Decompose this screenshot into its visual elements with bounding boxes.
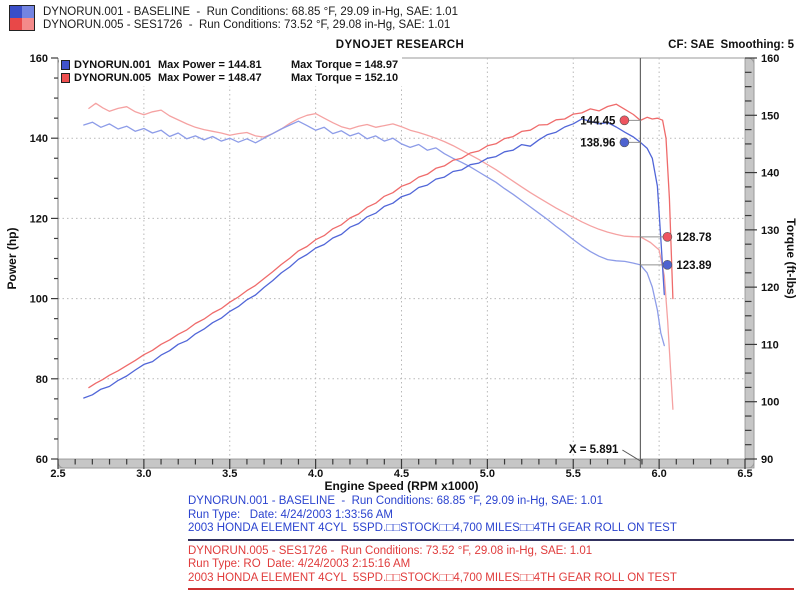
- run-info-line: Run Type: RO Date: 4/24/2003 2:15:16 AM: [188, 558, 411, 570]
- y-right-tick-label: 130: [761, 225, 779, 237]
- x-tick-label: 4.5: [394, 468, 409, 480]
- marker-value-label: 128.78: [676, 232, 712, 244]
- legend-run-name: DYNORUN.005: [74, 71, 152, 84]
- legend-max-power: Max Power = 148.47: [158, 71, 262, 84]
- legend-max-torque: Max Torque = 148.97: [291, 58, 399, 71]
- run-info-line: DYNORUN.005 - SES1726 - Run Conditions: …: [188, 544, 593, 557]
- run-info-baseline: DYNORUN.001 - BASELINE - Run Conditions:…: [188, 495, 794, 536]
- baseline-color-icon: [10, 6, 34, 18]
- run-info-line: 2003 HONDA ELEMENT 4CYL 5SPD.□□STOCK□□4,…: [188, 522, 677, 534]
- dynorun001-swatch-icon: [61, 59, 70, 70]
- marker-value-label: 123.89: [676, 260, 711, 272]
- y-right-tick-label: 160: [761, 53, 779, 65]
- legend-max-power: Max Power = 144.81: [158, 58, 262, 71]
- max-values-legend: DYNORUN.001 Max Power = 144.81 Max Torqu…: [59, 57, 403, 86]
- y-left-tick-label: 140: [30, 133, 48, 145]
- x-tick-label: 6.0: [651, 468, 666, 480]
- dynorun-001-power-curve: [83, 118, 665, 399]
- run-info-line: DYNORUN.001 - BASELINE - Run Conditions:…: [188, 495, 603, 507]
- y-right-axis-title: Torque (ft-lbs): [784, 218, 798, 298]
- y-left-tick-label: 100: [30, 294, 48, 306]
- legend-run-name: DYNORUN.001: [74, 58, 152, 71]
- marker-dot: [619, 137, 630, 148]
- x-tick-label: 4.0: [308, 468, 323, 480]
- marker-dot: [619, 115, 630, 126]
- x-tick-label: 3.5: [222, 468, 237, 480]
- x-axis-rail: [57, 458, 755, 469]
- dynorun-001-torque-curve: [83, 120, 665, 347]
- run-legend-line-1: DYNORUN.001 - BASELINE - Run Conditions:…: [43, 6, 458, 18]
- y-right-tick-label: 140: [761, 168, 779, 180]
- divider-rule: [188, 588, 794, 590]
- x-axis-title: Engine Speed (RPM x1000): [324, 479, 478, 493]
- marker-dot: [662, 260, 673, 270]
- y-left-tick-label: 120: [30, 213, 48, 225]
- run-info-line: 2003 HONDA ELEMENT 4CYL 5SPD.□□STOCK□□4,…: [188, 571, 677, 584]
- cursor-x-label: X = 5.891: [569, 444, 619, 456]
- run-color-swatch-icon: [9, 5, 35, 31]
- y-right-tick-label: 150: [761, 110, 779, 122]
- run-info-ses1726: DYNORUN.005 - SES1726 - Run Conditions: …: [188, 545, 794, 586]
- y-right-tick-label: 100: [761, 397, 779, 409]
- y-left-tick-label: 80: [36, 374, 48, 386]
- cursor-label-connector: [622, 449, 641, 462]
- run-legend: DYNORUN.001 - BASELINE - Run Conditions:…: [9, 5, 458, 33]
- y-right-tick-label: 90: [761, 454, 773, 466]
- x-tick-label: 6.5: [737, 468, 752, 480]
- x-tick-label: 2.5: [50, 468, 65, 480]
- dynorun-005-torque-curve: [88, 102, 674, 410]
- correction-smoothing-label: CF: SAE Smoothing: 5: [668, 39, 794, 51]
- plot-background: [58, 58, 745, 459]
- x-tick-label: 3.0: [136, 468, 151, 480]
- y-left-tick-label: 60: [36, 454, 48, 466]
- run-info-footer: DYNORUN.001 - BASELINE - Run Conditions:…: [188, 495, 794, 594]
- y-right-tick-label: 120: [761, 282, 779, 294]
- y-left-axis-title: Power (hp): [5, 227, 19, 289]
- y-left-tick-label: 160: [30, 53, 48, 65]
- run-info-line: Run Type: Date: 4/24/2003 1:33:56 AM: [188, 508, 394, 521]
- page-title: DYNOJET RESEARCH: [335, 39, 465, 51]
- divider-rule: [188, 538, 794, 541]
- marker-value-label: 138.96: [580, 137, 615, 149]
- legend-row-dynorun005: DYNORUN.005 Max Power = 148.47 Max Torqu…: [61, 71, 398, 84]
- dynorun-005-power-curve: [88, 103, 674, 389]
- legend-row-dynorun001: DYNORUN.001 Max Power = 144.81 Max Torqu…: [61, 58, 398, 71]
- dynorun005-swatch-icon: [61, 72, 70, 83]
- marker-value-label: 144.45: [580, 115, 616, 127]
- y-right-tick-label: 110: [761, 339, 779, 351]
- x-tick-label: 5.5: [566, 468, 581, 480]
- ses1726-color-icon: [10, 18, 34, 30]
- run-legend-line-2: DYNORUN.005 - SES1726 - Run Conditions: …: [43, 19, 451, 31]
- legend-max-torque: Max Torque = 152.10: [291, 71, 399, 84]
- marker-dot: [662, 232, 673, 242]
- x-tick-label: 5.0: [480, 468, 495, 480]
